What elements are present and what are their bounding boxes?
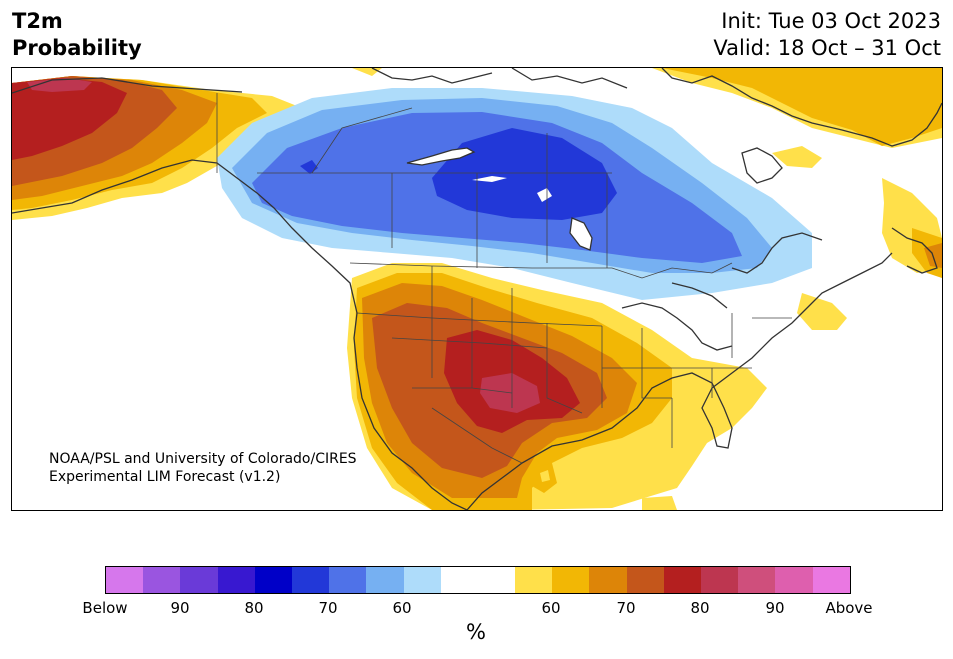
- title-line-product: Probability: [12, 36, 142, 60]
- colorbar-segment: [812, 567, 850, 593]
- colorbar-segment: [626, 567, 664, 593]
- colorbar-ticks: Below 90 80 70 60 60 70 80 90 Above: [82, 599, 872, 619]
- credit-line-2: Experimental LIM Forecast (v1.2): [49, 469, 281, 485]
- colorbar-segment: [180, 567, 218, 593]
- colorbar-segment: [738, 567, 776, 593]
- colorbar-segment: [440, 567, 478, 593]
- colorbar-segment: [254, 567, 292, 593]
- colorbar-segment: [329, 567, 367, 593]
- colorbar-segment: [143, 567, 181, 593]
- colorbar-segment: [775, 567, 813, 593]
- northeast-warm-region: [352, 68, 942, 330]
- colorbar-segment: [589, 567, 627, 593]
- colorbar-tick-label: 80: [244, 599, 264, 617]
- colorbar-segment: [366, 567, 404, 593]
- credit-line-1: NOAA/PSL and University of Colorado/CIRE…: [49, 451, 357, 467]
- colorbar-tick-label: 60: [392, 599, 412, 617]
- colorbar-tick-label: 90: [170, 599, 190, 617]
- colorbar-segment: [477, 567, 516, 593]
- political-borders: [216, 93, 792, 464]
- colorbar-segment: [515, 567, 553, 593]
- colorbar-segment: [291, 567, 330, 593]
- colorbar-segment: [403, 567, 441, 593]
- colorbar-segment: [217, 567, 255, 593]
- map-title: T2m Probability: [12, 8, 142, 62]
- colorbar-tick-label: Above: [825, 599, 873, 617]
- init-date: Init: Tue 03 Oct 2023: [721, 9, 941, 33]
- colorbar-tick-label: Below: [82, 599, 128, 617]
- colorbar-segment: [552, 567, 590, 593]
- alaska-warm-region: [12, 76, 312, 220]
- colorbar-units-label: %: [466, 620, 486, 644]
- forecast-dates: Init: Tue 03 Oct 2023 Valid: 18 Oct – 31…: [713, 8, 941, 62]
- credit-text: NOAA/PSL and University of Colorado/CIRE…: [49, 450, 357, 486]
- coastlines: [12, 68, 942, 510]
- colorbar-tick-label: 90: [765, 599, 785, 617]
- forecast-map: [11, 67, 943, 511]
- colorbar: [105, 566, 851, 594]
- colorbar-tick-label: 70: [318, 599, 338, 617]
- canada-cold-region: [217, 88, 812, 300]
- colorbar-segment: [701, 567, 739, 593]
- valid-period: Valid: 18 Oct – 31 Oct: [713, 36, 941, 60]
- colorbar-tick-label: 80: [690, 599, 710, 617]
- colorbar-segment: [663, 567, 701, 593]
- title-line-variable: T2m: [12, 9, 63, 33]
- colorbar-tick-label: 70: [616, 599, 636, 617]
- colorbar-segment: [106, 567, 144, 593]
- colorbar-tick-label: 60: [541, 599, 561, 617]
- probability-map-svg: [12, 68, 942, 510]
